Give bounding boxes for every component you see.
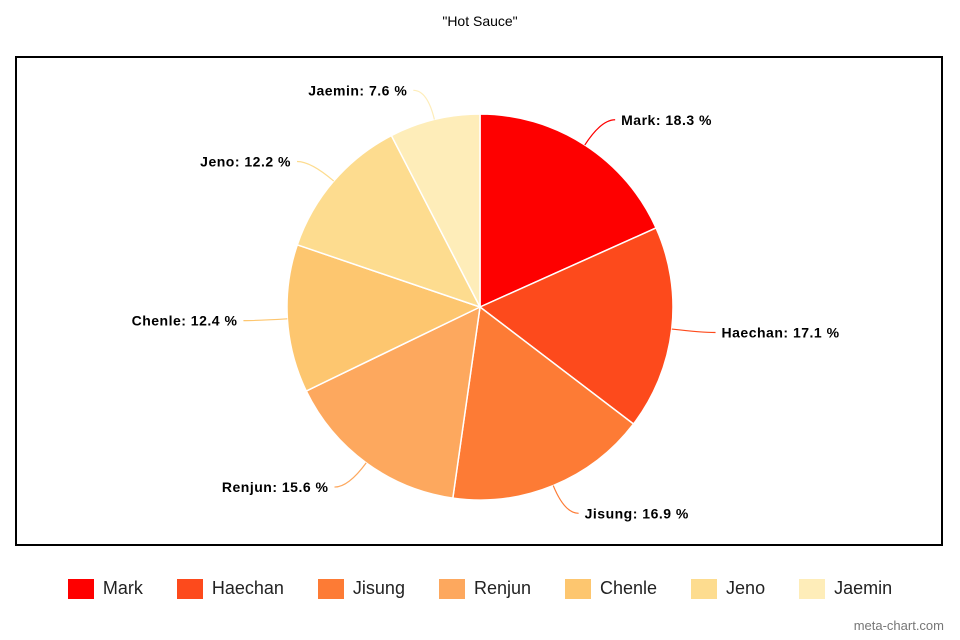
data-label: Renjun: 15.6 % <box>222 479 329 495</box>
legend-swatch <box>565 578 591 599</box>
leader-line <box>413 89 435 120</box>
legend-swatch <box>691 578 718 599</box>
data-label: Chenle: 12.4 % <box>132 313 238 329</box>
data-label: Jaemin: 7.6 % <box>308 82 407 98</box>
legend-swatch <box>438 578 465 599</box>
data-label: Mark: 18.3 % <box>621 112 712 128</box>
data-label: Jisung: 16.9 % <box>585 505 689 521</box>
legend-label: Jeno <box>726 578 766 598</box>
legend-item-jeno[interactable]: Jeno <box>691 578 765 599</box>
legend-label: Mark <box>102 578 143 598</box>
legend-label: Jisung <box>352 578 405 598</box>
pie-slice-jisung[interactable] <box>451 305 635 501</box>
pie-slice-jeno[interactable] <box>296 134 482 309</box>
leader-line <box>296 160 335 182</box>
leader-line <box>243 318 288 322</box>
legend-swatch <box>67 578 94 599</box>
legend-label: Renjun <box>473 578 531 598</box>
legend-swatch <box>317 578 344 599</box>
legend-item-haechan[interactable]: Haechan <box>176 578 284 599</box>
legend-item-jisung[interactable]: Jisung <box>317 578 405 599</box>
data-label: Haechan: 17.1 % <box>722 324 840 340</box>
legend-label: Chenle <box>600 578 658 598</box>
leader-line <box>584 119 616 146</box>
legend-label: Haechan <box>211 578 284 598</box>
legend-swatch <box>799 578 826 599</box>
leader-line <box>671 328 716 334</box>
plot-frame <box>15 56 943 546</box>
legend-item-jaemin[interactable]: Jaemin <box>799 578 892 599</box>
legend: Mark Haechan Jisung Renjun Chenle Jeno Jaemin <box>0 578 960 599</box>
data-label: Jeno: 12.2 % <box>200 153 291 169</box>
leader-line <box>334 462 367 488</box>
legend-item-renjun[interactable]: Renjun <box>438 578 531 599</box>
credit-text: meta-chart.com <box>853 618 944 633</box>
pie-slice-renjun[interactable] <box>305 305 481 499</box>
leader-line <box>552 485 579 514</box>
chart-title: "Hot Sauce" <box>442 13 518 29</box>
legend-item-mark[interactable]: Mark <box>67 578 143 599</box>
legend-item-chenle[interactable]: Chenle <box>565 578 657 599</box>
legend-swatch <box>176 578 203 599</box>
pie-slice-chenle[interactable] <box>286 243 482 393</box>
legend-label: Jaemin <box>834 578 893 598</box>
